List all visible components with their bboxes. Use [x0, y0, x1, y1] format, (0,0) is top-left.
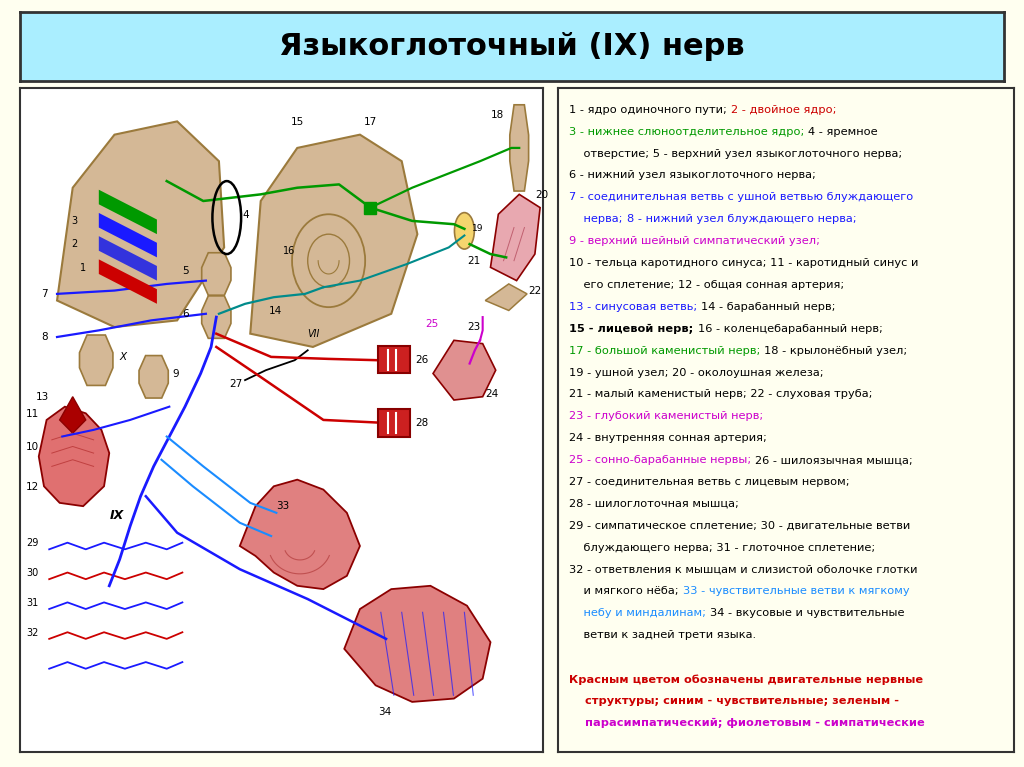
- Bar: [378, 409, 410, 436]
- Text: 33: 33: [276, 502, 290, 512]
- Text: 23 - глубокий каменистый нерв;: 23 - глубокий каменистый нерв;: [569, 411, 764, 421]
- Text: 16 - коленцебарабанный нерв;: 16 - коленцебарабанный нерв;: [697, 324, 883, 334]
- Text: 24 - внутренняя сонная артерия;: 24 - внутренняя сонная артерия;: [569, 433, 767, 443]
- Ellipse shape: [455, 212, 474, 249]
- Text: 21 - малый каменистый нерв; 22 - слуховая труба;: 21 - малый каменистый нерв; 22 - слухова…: [569, 390, 873, 400]
- Polygon shape: [344, 586, 490, 702]
- Text: 18 - крылонёбный узел;: 18 - крылонёбный узел;: [765, 346, 907, 356]
- Text: 8 - нижний узел блуждающего нерва;: 8 - нижний узел блуждающего нерва;: [627, 214, 856, 224]
- Bar: [378, 346, 410, 374]
- Text: 33 - чувствительные ветви к мягкому: 33 - чувствительные ветви к мягкому: [683, 587, 909, 597]
- Text: 6: 6: [182, 309, 189, 319]
- Text: 4: 4: [243, 209, 249, 219]
- Text: 25: 25: [425, 319, 438, 329]
- Text: 31: 31: [27, 597, 39, 607]
- Text: 5: 5: [182, 266, 189, 276]
- Polygon shape: [250, 135, 418, 347]
- Text: 14: 14: [268, 306, 282, 316]
- Text: 8: 8: [41, 332, 48, 342]
- Polygon shape: [80, 335, 113, 386]
- Text: 3: 3: [72, 216, 78, 226]
- Text: 22: 22: [528, 286, 542, 296]
- Text: 2: 2: [72, 239, 78, 249]
- Text: 12: 12: [26, 482, 39, 492]
- Polygon shape: [139, 356, 168, 398]
- Polygon shape: [57, 121, 224, 327]
- Text: 15: 15: [291, 117, 304, 127]
- Text: VII: VII: [307, 329, 319, 339]
- Polygon shape: [99, 213, 157, 258]
- Text: 3 - нижнее слюноотделительное ядро;: 3 - нижнее слюноотделительное ядро;: [569, 127, 809, 137]
- Text: 7: 7: [41, 289, 48, 299]
- Text: структуры; синим - чувствительные; зеленым -: структуры; синим - чувствительные; зелен…: [569, 696, 899, 706]
- Text: Языкоглоточный (IX) нерв: Языкоглоточный (IX) нерв: [280, 31, 744, 61]
- Text: 17 - большой каменистый нерв;: 17 - большой каменистый нерв;: [569, 346, 765, 356]
- Text: 28: 28: [415, 417, 428, 427]
- Polygon shape: [490, 194, 540, 281]
- Text: 23: 23: [467, 322, 480, 332]
- Polygon shape: [99, 236, 157, 281]
- Text: 34 - вкусовые и чувствительные: 34 - вкусовые и чувствительные: [710, 608, 904, 618]
- Text: 17: 17: [364, 117, 377, 127]
- Text: 10: 10: [26, 442, 39, 452]
- Text: 25 - сонно-барабанные нервы;: 25 - сонно-барабанные нервы;: [569, 455, 756, 465]
- Polygon shape: [59, 397, 86, 433]
- Text: 11: 11: [26, 409, 39, 419]
- Polygon shape: [433, 341, 496, 400]
- Text: 34: 34: [378, 707, 391, 717]
- Text: X: X: [120, 352, 127, 362]
- Polygon shape: [202, 296, 231, 338]
- Text: и мягкого нёба;: и мягкого нёба;: [569, 587, 683, 597]
- Text: 6 - нижний узел языкоглоточного нерва;: 6 - нижний узел языкоглоточного нерва;: [569, 170, 816, 180]
- Text: 4 - яремное: 4 - яремное: [809, 127, 879, 137]
- Text: 27: 27: [229, 379, 243, 389]
- Text: 9 - верхний шейный симпатический узел;: 9 - верхний шейный симпатический узел;: [569, 236, 820, 246]
- Text: 29: 29: [27, 538, 39, 548]
- Text: 2 - двойное ядро;: 2 - двойное ядро;: [731, 105, 837, 115]
- Text: 13: 13: [36, 392, 49, 402]
- Text: нерва;: нерва;: [569, 214, 627, 224]
- Text: 18: 18: [490, 110, 504, 120]
- Text: 30: 30: [27, 568, 39, 578]
- Text: 13 - синусовая ветвь;: 13 - синусовая ветвь;: [569, 302, 701, 312]
- Text: 21: 21: [467, 256, 480, 266]
- Text: 32 - ответвления к мышцам и слизистой оболочке глотки: 32 - ответвления к мышцам и слизистой об…: [569, 565, 918, 574]
- Text: Красным цветом обозначены двигательные нервные: Красным цветом обозначены двигательные н…: [569, 674, 924, 684]
- Text: парасимпатический; фиолетовым - симпатические: парасимпатический; фиолетовым - симпатич…: [569, 718, 926, 728]
- Text: небу и миндалинам;: небу и миндалинам;: [569, 608, 710, 618]
- Text: отверстие; 5 - верхний узел языкоглоточного нерва;: отверстие; 5 - верхний узел языкоглоточн…: [569, 149, 903, 159]
- Text: 16: 16: [284, 246, 296, 256]
- Text: ветви к задней трети языка.: ветви к задней трети языка.: [569, 630, 757, 640]
- Text: 9: 9: [172, 369, 178, 379]
- Text: 27 - соединительная ветвь с лицевым нервом;: 27 - соединительная ветвь с лицевым нерв…: [569, 477, 850, 487]
- Text: 10 - тельца каротидного синуса; 11 - каротидный синус и: 10 - тельца каротидного синуса; 11 - кар…: [569, 258, 919, 268]
- Text: 20: 20: [535, 189, 548, 199]
- Polygon shape: [240, 479, 360, 589]
- Polygon shape: [485, 284, 527, 311]
- Text: 32: 32: [27, 627, 39, 637]
- Text: 15 - лицевой нерв;: 15 - лицевой нерв;: [569, 324, 697, 334]
- Text: 7 - соединительная ветвь с ушной ветвью блуждающего: 7 - соединительная ветвь с ушной ветвью …: [569, 193, 913, 202]
- Text: 29 - симпатическое сплетение; 30 - двигательные ветви: 29 - симпатическое сплетение; 30 - двига…: [569, 521, 910, 531]
- Polygon shape: [99, 259, 157, 304]
- Text: 14 - барабанный нерв;: 14 - барабанный нерв;: [701, 302, 836, 312]
- Text: блуждающего нерва; 31 - глоточное сплетение;: блуждающего нерва; 31 - глоточное сплете…: [569, 543, 876, 553]
- Text: 19 - ушной узел; 20 - околоушная железа;: 19 - ушной узел; 20 - околоушная железа;: [569, 367, 824, 377]
- Polygon shape: [39, 407, 110, 506]
- Polygon shape: [510, 105, 528, 191]
- Text: 26: 26: [415, 354, 428, 364]
- Text: 26 - шилоязычная мышца;: 26 - шилоязычная мышца;: [756, 455, 913, 465]
- Text: 24: 24: [485, 389, 499, 399]
- Text: 1: 1: [80, 262, 86, 272]
- Polygon shape: [202, 253, 231, 295]
- Text: IX: IX: [110, 509, 124, 522]
- Text: 28 - шилоглоточная мышца;: 28 - шилоглоточная мышца;: [569, 499, 739, 509]
- Text: 1 - ядро одиночного пути;: 1 - ядро одиночного пути;: [569, 105, 731, 115]
- Polygon shape: [99, 189, 157, 234]
- Text: его сплетение; 12 - общая сонная артерия;: его сплетение; 12 - общая сонная артерия…: [569, 280, 845, 290]
- Text: 19: 19: [472, 224, 483, 233]
